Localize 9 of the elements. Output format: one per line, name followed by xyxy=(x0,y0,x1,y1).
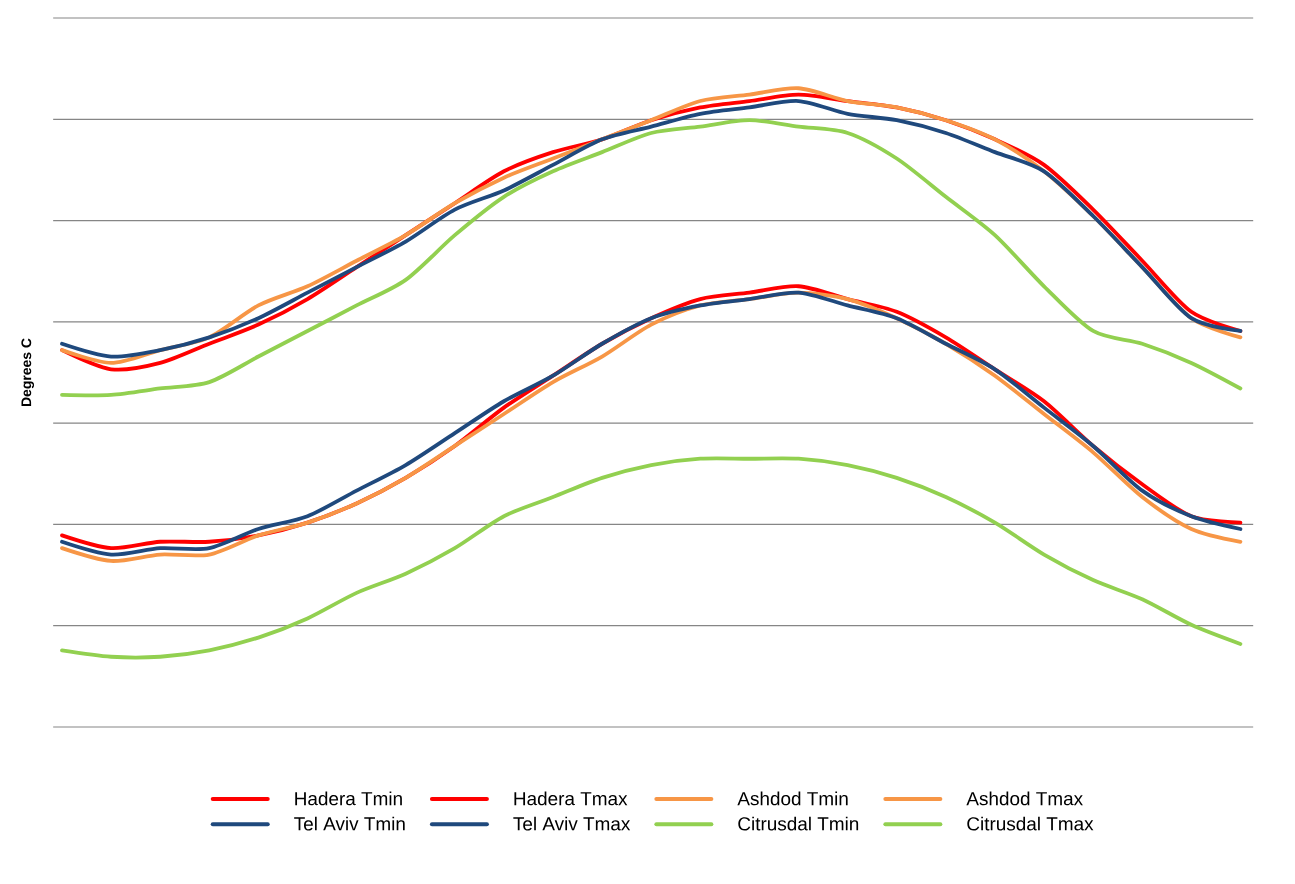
legend-label: Tel Aviv Tmin xyxy=(294,816,405,831)
legend-label: Tel Aviv Tmax xyxy=(513,816,631,831)
legend-label: Ashdod Tmax xyxy=(966,791,1083,806)
y-axis-title: Degrees C xyxy=(21,338,35,407)
legend-label: Ashdod Tmin xyxy=(737,791,848,806)
legend-label: Hadera Tmax xyxy=(514,791,628,806)
legend-label: Citrusdal Tmax xyxy=(967,816,1094,831)
legend-label: Hadera Tmin xyxy=(295,791,402,806)
legend-label: Citrusdal Tmin xyxy=(738,816,859,831)
